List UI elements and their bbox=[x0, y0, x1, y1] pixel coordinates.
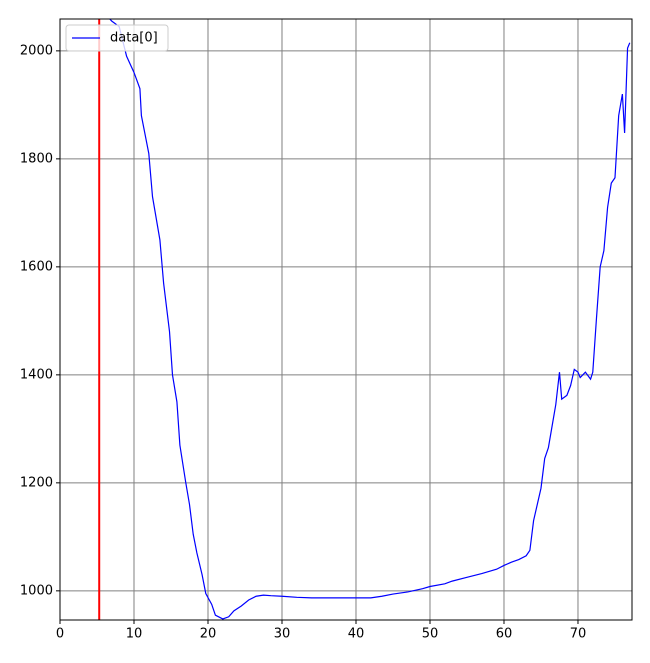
x-tick-label: 40 bbox=[348, 627, 365, 642]
y-tick-label: 1200 bbox=[20, 475, 53, 490]
legend-label: data[0] bbox=[110, 31, 158, 46]
plot-area bbox=[109, 19, 631, 620]
y-tick-label: 1000 bbox=[20, 583, 53, 598]
x-tick-label: 60 bbox=[496, 627, 513, 642]
axes-frame bbox=[59, 18, 633, 621]
y-tick-label: 2000 bbox=[20, 43, 53, 58]
y-tick-label: 1800 bbox=[20, 151, 53, 166]
x-tick-label: 50 bbox=[422, 627, 439, 642]
data-line bbox=[109, 19, 631, 620]
x-tick-label: 0 bbox=[56, 627, 64, 642]
x-tick-label: 20 bbox=[200, 627, 217, 642]
y-tick-label: 1600 bbox=[20, 259, 53, 274]
x-tick-label: 30 bbox=[274, 627, 291, 642]
x-tick-label: 70 bbox=[570, 627, 587, 642]
x-tick-label: 10 bbox=[126, 627, 143, 642]
y-tick-label: 1400 bbox=[20, 367, 53, 382]
legend-box bbox=[65, 24, 169, 52]
